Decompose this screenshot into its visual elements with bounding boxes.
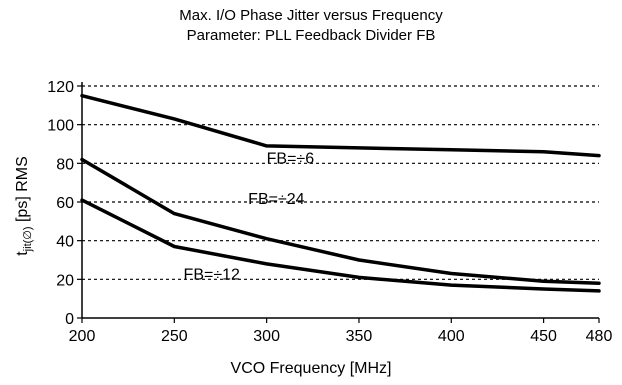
series-line-3 (80, 198, 601, 293)
x-tick-label-450: 450 (530, 328, 557, 345)
chart-subtitle: Parameter: PLL Feedback Divider FB (186, 27, 436, 44)
y-axis-label-suffix: [ps] RMS (13, 156, 31, 227)
series-label-1: FB=÷6 (267, 150, 315, 167)
series-label-2: FB=÷24 (248, 191, 304, 208)
y-axis-label: tjit(∅) [ps] RMS (14, 156, 34, 256)
series-line-1 (80, 93, 601, 158)
y-tick-label-100: 100 (47, 118, 74, 135)
x-tick-label-400: 400 (438, 328, 465, 345)
y-tick-label-60: 60 (56, 195, 74, 212)
x-tick-label-300: 300 (253, 328, 280, 345)
x-tick-label-480: 480 (586, 328, 613, 345)
y-tick-label-0: 0 (65, 311, 74, 328)
y-tick-label-20: 20 (56, 272, 74, 289)
series-line-2 (80, 157, 601, 285)
x-tick-label-200: 200 (69, 328, 96, 345)
chart-title: Max. I/O Phase Jitter versus Frequency (179, 7, 443, 24)
y-axis-label-subscript: jit(∅) (22, 226, 35, 252)
series-label-3: FB=÷12 (184, 266, 240, 283)
y-axis-label-main: t (13, 251, 31, 256)
x-tick-label-350: 350 (346, 328, 373, 345)
y-tick-label-120: 120 (47, 79, 74, 96)
y-tick-label-40: 40 (56, 234, 74, 251)
x-axis-label: VCO Frequency [MHz] (230, 360, 392, 377)
y-tick-label-80: 80 (56, 156, 74, 173)
x-tick-label-250: 250 (161, 328, 188, 345)
